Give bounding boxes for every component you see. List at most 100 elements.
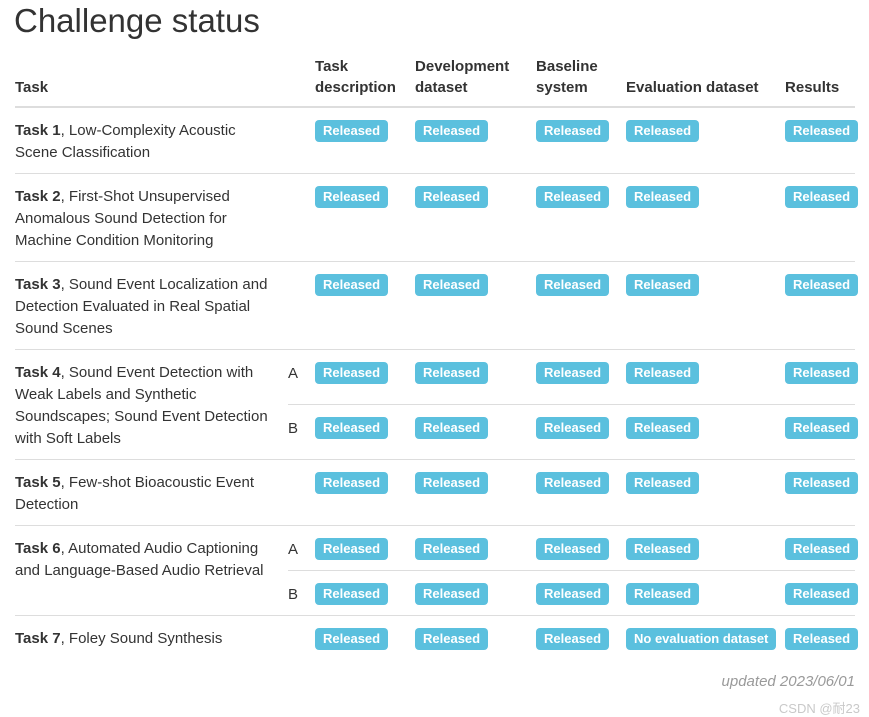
subtask-label [288,106,316,174]
status-badge: Released [626,417,700,439]
status-cell: Released [536,106,627,174]
status-cell: Released [536,261,627,350]
status-badge: Released [415,472,489,494]
status-cell: Released [785,570,859,616]
status-cell: Released [536,570,627,616]
status-cell: Released [536,525,627,571]
table-row: Task 7, Foley Sound Synthesis Released Rel… [15,615,859,659]
status-cell: Released [785,173,859,262]
status-cell: Released [415,570,537,616]
status-badge: Released [536,274,610,296]
status-cell: Released [315,106,416,174]
status-cell: Released [785,349,859,405]
task-name: Task 3, Sound Event Localization and Det… [15,261,288,350]
status-cell: Released [315,570,416,616]
status-cell: No evaluation dataset [626,615,786,659]
status-badge: Released [315,120,389,142]
task-name: Task 6, Automated Audio Captioning and L… [15,525,288,616]
status-cell: Released [785,261,859,350]
status-badge: Released [415,274,489,296]
status-badge: Released [536,472,610,494]
status-badge: Released [785,417,859,439]
status-badge: Released [315,472,389,494]
status-cell: Released [415,404,537,460]
column-header-task: Task [15,56,316,108]
watermark-text: CSDN @耐23 [778,701,860,716]
status-cell: Released [626,106,786,174]
status-badge: Released [315,186,389,208]
status-cell: Released [315,261,416,350]
status-cell: Released [785,525,859,571]
status-cell: Released [626,525,786,571]
status-badge: Released [315,362,389,384]
status-badge: Released [626,538,700,560]
status-cell: Released [536,459,627,526]
status-badge: Released [415,120,489,142]
status-cell: Released [415,261,537,350]
status-cell: Released [415,459,537,526]
subtask-label [288,173,316,262]
table-header: Task Task description Development datase… [15,56,856,108]
table-body: Task 1, Low-Complexity Acoustic Scene Cl… [15,106,859,659]
status-cell: Released [626,349,786,405]
column-header-baseline-system: Baseline system [536,56,627,108]
status-cell: Released [315,173,416,262]
table-row: Task 5, Few-shot Bioacoustic Event Detec… [15,459,859,526]
status-badge: Released [626,362,700,384]
column-header-evaluation-dataset: Evaluation dataset [626,56,786,108]
status-badge: Released [785,472,859,494]
status-badge: Released [536,362,610,384]
status-cell: Released [415,615,537,659]
status-cell: Released [785,615,859,659]
subtask-label: A [288,525,316,571]
status-badge: Released [315,583,389,605]
status-badge: Released [415,417,489,439]
status-badge: Released [785,538,859,560]
status-badge: Released [415,538,489,560]
status-cell: Released [315,349,416,405]
status-cell: Released [626,570,786,616]
table-row: B Released Released Released Released Release… [15,570,859,616]
table-row: Task 1, Low-Complexity Acoustic Scene Cl… [15,106,859,174]
column-header-task-description: Task description [315,56,416,108]
table-row: Task 6, Automated Audio Captioning and L… [15,525,859,616]
status-badge: Released [415,583,489,605]
status-badge: Released [626,583,700,605]
status-badge: Released [536,417,610,439]
status-badge: Released [315,628,389,650]
status-cell: Released [626,459,786,526]
table-row: Task 4, Sound Event Detection with Weak … [15,349,859,460]
task-name: Task 7, Foley Sound Synthesis [15,615,288,659]
status-cell: Released [415,349,537,405]
status-cell: Released [626,404,786,460]
challenge-status-table: Task Task description Development datase… [15,56,859,659]
status-cell: Released [626,261,786,350]
status-cell: Released [785,459,859,526]
status-badge: Released [536,583,610,605]
status-cell: Released [415,525,537,571]
status-badge: Released [536,120,610,142]
table-row: Task 3, Sound Event Localization and Det… [15,261,859,350]
status-cell: Released [315,459,416,526]
status-badge: Released [626,472,700,494]
status-badge: Released [626,186,700,208]
status-badge: Released [785,186,859,208]
status-cell: Released [785,404,859,460]
status-badge: Released [785,274,859,296]
task-name: Task 2, First-Shot Unsupervised Anomalou… [15,173,288,262]
status-badge: Released [536,538,610,560]
subtask-label: B [288,404,316,460]
status-badge: Released [415,362,489,384]
table-row: B Released Released Released Released Release… [15,404,859,460]
status-badge: Released [785,583,859,605]
status-badge: Released [315,274,389,296]
status-badge: Released [785,120,859,142]
table-row: Task 2, First-Shot Unsupervised Anomalou… [15,173,859,262]
status-cell: Released [536,615,627,659]
status-cell: Released [315,525,416,571]
last-updated-text: updated 2023/06/01 [721,673,855,690]
status-cell: Released [536,173,627,262]
subtask-label [288,261,316,350]
task-name: Task 1, Low-Complexity Acoustic Scene Cl… [15,106,288,174]
